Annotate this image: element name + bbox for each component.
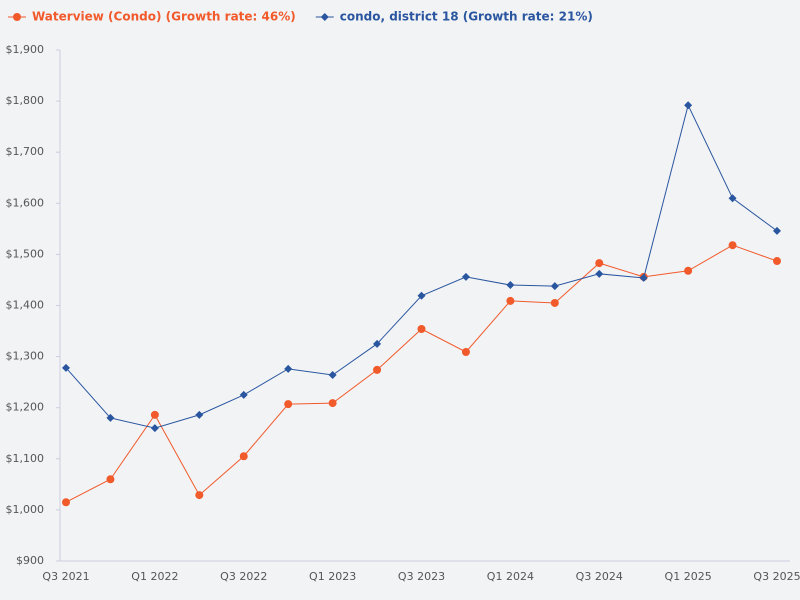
y-tick-label: $1,500 [6,247,45,260]
point [417,291,426,300]
y-tick-label: $1,600 [6,196,45,209]
point [106,413,115,422]
y-tick-label: $1,800 [6,94,45,107]
point [13,13,21,21]
x-tick-label: Q1 2024 [487,570,534,583]
point [728,194,737,203]
point [550,298,559,307]
legend-label: Waterview (Condo) (Growth rate: 46%) [32,10,296,24]
point [239,452,248,461]
y-tick-label: $1,100 [6,452,45,465]
point [595,269,604,278]
x-tick-label: Q1 2025 [665,570,712,583]
x-tick-label: Q3 2023 [398,570,445,583]
x-tick-label: Q1 2022 [131,570,178,583]
point [728,241,737,250]
point [106,475,115,484]
series-line [65,103,778,429]
y-tick-label: $1,000 [6,503,45,516]
point [373,339,382,348]
point [461,348,470,357]
point [328,370,337,379]
point [684,266,693,275]
point [550,282,559,291]
point [328,399,337,408]
point [773,226,781,235]
x-tick-label: Q3 2022 [220,570,267,583]
y-tick-label: $1,200 [6,401,45,414]
legend-label: condo, district 18 (Growth rate: 21%) [340,10,593,24]
point [773,257,781,266]
x-tick-label: Q3 2024 [576,570,623,583]
point [506,296,515,305]
x-tick-label: Q1 2023 [309,570,356,583]
point [417,325,426,334]
point [684,101,693,110]
point [150,410,159,419]
point [195,491,204,500]
point [62,498,70,507]
point [320,13,329,21]
point [373,365,382,374]
point [506,281,515,290]
point [595,259,604,268]
point [284,364,293,373]
point [62,363,70,372]
series-line [65,244,778,503]
point [639,273,648,282]
point [150,424,159,433]
x-tick-label: Q3 2021 [42,570,89,583]
y-tick-label: $1,900 [6,43,45,56]
point [195,410,204,419]
y-tick-label: $1,400 [6,299,45,312]
point [461,272,470,281]
point [284,400,293,409]
y-tick-label: $1,300 [6,350,45,363]
x-tick-label: Q3 2025 [753,570,800,583]
y-tick-label: $1,700 [6,145,45,158]
y-tick-label: $900 [16,554,44,567]
point [239,390,248,399]
